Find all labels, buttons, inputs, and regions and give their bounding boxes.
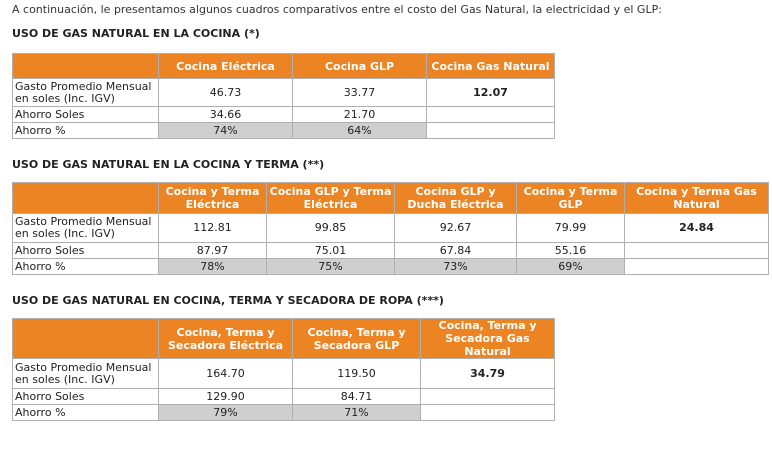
- table1-cell: 21.70: [292, 106, 427, 123]
- table3-cell-empty: [420, 404, 555, 421]
- table2-cell: 99.85: [266, 213, 395, 243]
- table3-header-secadora-gas-natural: Cocina, Terma y Secadora Gas Natural: [420, 318, 555, 359]
- table1-cell-gas-natural: 12.07: [426, 78, 555, 107]
- table2-header-cocina-terma-glp: Cocina y Terma GLP: [516, 182, 625, 214]
- table3-cell-pct: 71%: [292, 404, 421, 421]
- table1-header-cocina-glp: Cocina GLP: [292, 53, 427, 79]
- table1-comparison: Cocina Eléctrica Cocina GLP Cocina Gas N…: [12, 53, 555, 139]
- table2-cell: 75.01: [266, 242, 395, 259]
- table2-header-cocina-terma-electrica: Cocina y Terma Eléctrica: [158, 182, 267, 214]
- table3-row-label-ahorro-pct: Ahorro %: [12, 404, 159, 421]
- table1-cell-pct: 74%: [158, 122, 293, 139]
- table2-cell-empty: [624, 242, 769, 259]
- table3-row-label-ahorro-soles: Ahorro Soles: [12, 388, 159, 405]
- table2-cell-empty: [624, 258, 769, 275]
- table1-title: USO DE GAS NATURAL EN LA COCINA (*): [12, 27, 260, 40]
- table2-comparison: Cocina y Terma Eléctrica Cocina GLP y Te…: [12, 182, 769, 275]
- table2-cell-pct: 69%: [516, 258, 625, 275]
- table1-cell: 34.66: [158, 106, 293, 123]
- table2-title: USO DE GAS NATURAL EN LA COCINA Y TERMA …: [12, 158, 325, 171]
- table2-cell: 112.81: [158, 213, 267, 243]
- table1-header-cocina-electrica: Cocina Eléctrica: [158, 53, 293, 79]
- table2-cell-pct: 73%: [394, 258, 517, 275]
- table3-corner-cell: [12, 318, 159, 359]
- table3-cell-gas-natural: 34.79: [420, 358, 555, 389]
- table1-cell-pct: 64%: [292, 122, 427, 139]
- table2-cell-pct: 75%: [266, 258, 395, 275]
- table1-row-label-ahorro-soles: Ahorro Soles: [12, 106, 159, 123]
- table3-cell: 119.50: [292, 358, 421, 389]
- table1-corner-cell: [12, 53, 159, 79]
- table2-header-cocina-terma-gas-natural: Cocina y Terma Gas Natural: [624, 182, 769, 214]
- table1-cell-empty: [426, 122, 555, 139]
- table3-row-label-gasto: Gasto Promedio Mensual en soles (Inc. IG…: [12, 358, 159, 389]
- table2-cell: 87.97: [158, 242, 267, 259]
- table3-cell: 129.90: [158, 388, 293, 405]
- table1-row-label-ahorro-pct: Ahorro %: [12, 122, 159, 139]
- table2-cell: 67.84: [394, 242, 517, 259]
- table2-row-label-ahorro-soles: Ahorro Soles: [12, 242, 159, 259]
- table2-cell: 55.16: [516, 242, 625, 259]
- table1-cell-empty: [426, 106, 555, 123]
- table2-row-label-ahorro-pct: Ahorro %: [12, 258, 159, 275]
- table1-header-cocina-gas-natural: Cocina Gas Natural: [426, 53, 555, 79]
- table1-row-label-gasto: Gasto Promedio Mensual en soles (Inc. IG…: [12, 78, 159, 107]
- table3-title: USO DE GAS NATURAL EN COCINA, TERMA Y SE…: [12, 294, 444, 307]
- table3-cell: 164.70: [158, 358, 293, 389]
- table3-cell-pct: 79%: [158, 404, 293, 421]
- table2-corner-cell: [12, 182, 159, 214]
- table2-cell-gas-natural: 24.84: [624, 213, 769, 243]
- table2-cell-pct: 78%: [158, 258, 267, 275]
- intro-text: A continuación, le presentamos algunos c…: [12, 3, 662, 16]
- table3-header-secadora-electrica: Cocina, Terma y Secadora Eléctrica: [158, 318, 293, 359]
- table3-comparison: Cocina, Terma y Secadora Eléctrica Cocin…: [12, 318, 555, 421]
- table3-cell: 84.71: [292, 388, 421, 405]
- table3-cell-empty: [420, 388, 555, 405]
- table2-cell: 92.67: [394, 213, 517, 243]
- table2-header-cocina-glp-ducha-electrica: Cocina GLP y Ducha Eléctrica: [394, 182, 517, 214]
- table2-row-label-gasto: Gasto Promedio Mensual en soles (Inc. IG…: [12, 213, 159, 243]
- table1-cell: 46.73: [158, 78, 293, 107]
- table2-cell: 79.99: [516, 213, 625, 243]
- table3-header-secadora-glp: Cocina, Terma y Secadora GLP: [292, 318, 421, 359]
- table2-header-cocina-glp-terma-electrica: Cocina GLP y Terma Eléctrica: [266, 182, 395, 214]
- table1-cell: 33.77: [292, 78, 427, 107]
